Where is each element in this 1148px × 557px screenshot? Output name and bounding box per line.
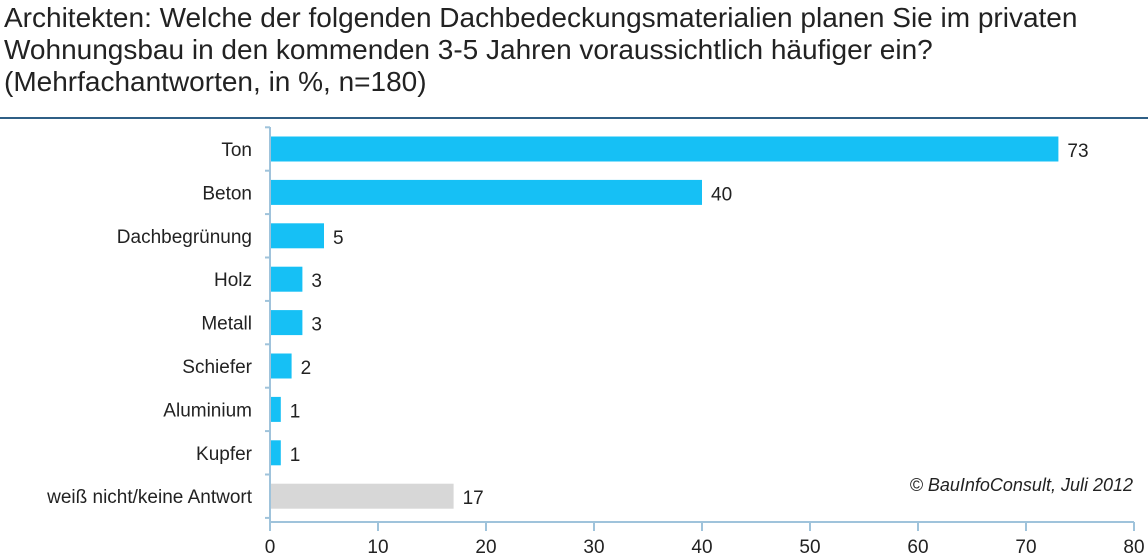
value-label: 17: [463, 488, 484, 509]
x-tick-labels: 0 10 20 30 40 50 60 70 80: [265, 537, 1145, 557]
value-label: 40: [711, 184, 732, 205]
x-axis: [265, 126, 1135, 531]
bar-4: [270, 310, 303, 336]
source-credit: © BauInfoConsult, Juli 2012: [910, 475, 1133, 495]
title-divider: [0, 117, 1148, 119]
bar-0: [270, 136, 1059, 162]
category-labels: Ton Beton Dachbegrünung Holz Metall Schiefer A…: [46, 140, 253, 508]
bar-6: [270, 396, 281, 422]
x-tick-label: 70: [1015, 537, 1036, 557]
bar-1: [270, 179, 702, 205]
bar-5: [270, 353, 292, 379]
value-label: 1: [290, 445, 301, 466]
value-label: 2: [301, 358, 312, 379]
bar-8: [270, 483, 454, 509]
category-label: Kupfer: [196, 444, 253, 465]
x-tick-label: 40: [691, 537, 712, 557]
value-label: 5: [333, 228, 344, 249]
value-label: 3: [311, 315, 322, 336]
bars-group: [270, 136, 1059, 509]
category-label: Metall: [201, 314, 252, 335]
value-label: 3: [311, 271, 322, 292]
category-label: weiß nicht/keine Antwort: [46, 487, 253, 508]
category-label: Aluminium: [163, 400, 252, 421]
x-tick-label: 30: [583, 537, 604, 557]
category-label: Beton: [202, 183, 252, 204]
x-tick-label: 20: [475, 537, 496, 557]
bar-3: [270, 266, 303, 292]
x-tick-label: 50: [799, 537, 820, 557]
bar-2: [270, 223, 324, 249]
category-label: Holz: [214, 270, 252, 291]
category-label: Ton: [221, 140, 252, 161]
value-labels: 73 40 5 3 3 2 1 1 17: [290, 141, 1089, 509]
x-tick-label: 60: [907, 537, 928, 557]
value-label: 73: [1067, 141, 1088, 162]
bar-7: [270, 440, 281, 466]
x-tick-label: 80: [1123, 537, 1144, 557]
chart-title: Architekten: Welche der folgenden Dachbe…: [4, 2, 1078, 97]
x-tick-label: 10: [367, 537, 388, 557]
value-label: 1: [290, 401, 301, 422]
category-label: Dachbegrünung: [117, 227, 252, 248]
category-label: Schiefer: [182, 357, 252, 378]
x-tick-label: 0: [265, 537, 276, 557]
